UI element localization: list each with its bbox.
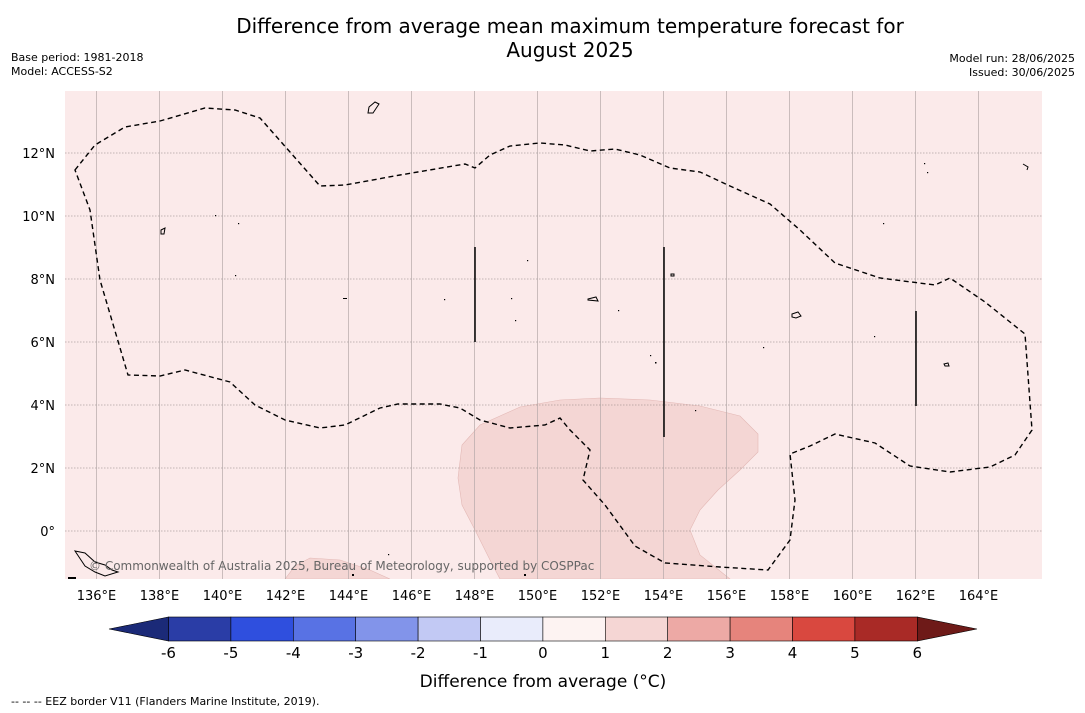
colorbar-under-arrow xyxy=(108,616,169,642)
colorbar-tick-label: -5 xyxy=(223,644,238,662)
lon-tick-label: 152°E xyxy=(581,589,621,604)
lon-tick-label: 144°E xyxy=(329,589,369,604)
island-kosrae xyxy=(943,362,950,367)
anomaly-region-main xyxy=(457,397,759,579)
model-name: Model: ACCESS-S2 xyxy=(11,65,113,78)
colorbar-segment xyxy=(230,616,294,642)
lat-tick-label: 10°N xyxy=(22,210,55,225)
islands xyxy=(73,101,1029,577)
lat-tick-label: 4°N xyxy=(31,399,56,414)
colorbar-segment xyxy=(480,616,544,642)
colorbar: -6 -5 -4 -3 -2 -1 0 1 2 3 4 5 6 xyxy=(108,616,978,662)
lon-tick-label: 140°E xyxy=(203,589,243,604)
lat-tick-label: 0° xyxy=(40,525,55,540)
colorbar-segment xyxy=(667,616,731,642)
lon-tick-label: 148°E xyxy=(455,589,495,604)
lon-tick-label: 154°E xyxy=(644,589,684,604)
model-run: Model run: 28/06/2025 xyxy=(949,52,1075,65)
island-chuuk xyxy=(587,296,599,302)
colorbar-tick-label: 6 xyxy=(913,644,923,662)
eez-footnote: -- -- -- EEZ border V11 (Flanders Marine… xyxy=(11,695,320,708)
colorbar-tick-label: 2 xyxy=(663,644,673,662)
map-title: Difference from average mean maximum tem… xyxy=(170,14,970,62)
colorbar-over-arrow xyxy=(916,616,978,642)
base-period: Base period: 1981-2018 xyxy=(11,51,144,64)
colorbar-segment xyxy=(604,616,668,642)
colorbar-tick-label: 0 xyxy=(538,644,548,662)
colorbar-segment xyxy=(854,616,918,642)
colorbar-segment xyxy=(292,616,356,642)
lon-tick-label: 150°E xyxy=(518,589,558,604)
lat-tick-labels: 0° 2°N 4°N 6°N 8°N 10°N 12°N xyxy=(22,147,55,540)
issued-date: Issued: 30/06/2025 xyxy=(968,66,1075,79)
lon-tick-label: 156°E xyxy=(707,589,747,604)
copyright-text: © Commonwealth of Australia 2025, Bureau… xyxy=(89,559,594,573)
colorbar-segment xyxy=(792,616,856,642)
colorbar-tick-label: 3 xyxy=(725,644,735,662)
lon-tick-labels: 136°E 138°E 140°E 142°E 144°E 146°E 148°E 150°E… xyxy=(77,589,999,604)
lat-tick-label: 2°N xyxy=(31,462,56,477)
island-wake xyxy=(1022,163,1029,171)
meta-left: Base period: 1981-2018 Model: ACCESS-S2 xyxy=(11,51,143,79)
colorbar-tick-label: -1 xyxy=(473,644,488,662)
title-line-1: Difference from average mean maximum tem… xyxy=(236,14,904,38)
colorbar-tick-label: -3 xyxy=(348,644,363,662)
colorbar-segment xyxy=(729,616,793,642)
meta-right: Model run: 28/06/2025 Issued: 30/06/2025 xyxy=(949,52,1075,80)
colorbar-segment xyxy=(542,616,606,642)
anomaly-region-sw xyxy=(284,557,391,579)
colorbar-tick-label: 1 xyxy=(601,644,611,662)
colorbar-tick-label: 4 xyxy=(788,644,798,662)
lon-tick-label: 142°E xyxy=(266,589,306,604)
lat-tick-label: 12°N xyxy=(22,147,55,162)
island-ngulu xyxy=(160,227,166,235)
graticule xyxy=(65,91,1042,579)
lon-tick-label: 160°E xyxy=(833,589,873,604)
lon-tick-label: 158°E xyxy=(770,589,810,604)
colorbar-tick-label: 5 xyxy=(850,644,860,662)
island-yap xyxy=(367,101,380,114)
island-lamotrek xyxy=(670,273,675,277)
colorbar-tick-label: -2 xyxy=(411,644,426,662)
colorbar-label: Difference from average (°C) xyxy=(420,672,667,692)
lat-tick-label: 6°N xyxy=(31,336,56,351)
lat-tick-label: 8°N xyxy=(31,273,56,288)
lon-tick-label: 146°E xyxy=(392,589,432,604)
lon-tick-label: 162°E xyxy=(896,589,936,604)
atoll-dots xyxy=(68,163,929,579)
colorbar-segment xyxy=(168,616,232,642)
lon-tick-label: 138°E xyxy=(140,589,180,604)
island-pohnpei xyxy=(791,311,802,319)
lon-tick-label: 136°E xyxy=(77,589,117,604)
lon-tick-label: 164°E xyxy=(959,589,999,604)
colorbar-tick-label: -4 xyxy=(286,644,301,662)
island-png xyxy=(73,550,120,577)
colorbar-segment xyxy=(355,616,419,642)
title-line-2: August 2025 xyxy=(506,38,634,62)
colorbar-segment xyxy=(417,616,481,642)
colorbar-tick-label: -6 xyxy=(161,644,176,662)
